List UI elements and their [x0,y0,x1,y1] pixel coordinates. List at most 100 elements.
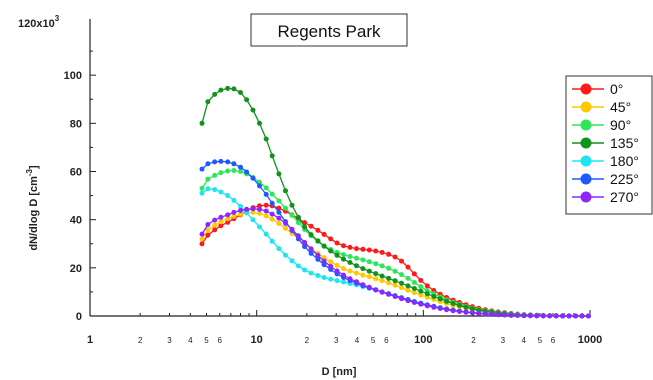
data-point [218,158,224,164]
data-point [212,222,218,228]
x-minor-tick-label: 6 [217,336,222,345]
data-point [231,161,237,167]
data-point [354,270,359,276]
legend-item: 45° [572,99,631,115]
data-point [341,266,346,272]
data-point [489,311,495,317]
data-point [373,271,379,277]
data-point [205,99,211,105]
title-box: Regents Park [250,13,408,47]
data-point [347,260,353,265]
data-point [295,263,301,269]
data-point [269,211,275,217]
data-point [212,172,218,178]
data-point [205,232,211,238]
data-point [250,206,256,212]
y-axis-label-close: ] [28,165,40,169]
data-point [212,227,218,233]
data-point [250,175,256,181]
data-point [469,310,475,316]
legend-marker [580,173,592,185]
data-point [212,217,218,223]
data-point [354,246,359,252]
data-point [302,244,308,250]
series-line [201,204,589,317]
data-point [276,221,282,226]
data-point [225,216,231,222]
data-point [366,268,372,274]
data-point [515,312,520,318]
data-point [199,190,205,196]
data-point [585,313,591,319]
data-point [295,220,301,226]
x-tick-label: 10 [251,334,263,346]
data-point [225,193,231,199]
data-point [321,258,327,264]
data-point [315,238,321,244]
y-tick-label: 40 [70,215,82,227]
x-minor-tick-label: 2 [305,336,310,345]
data-point [263,231,269,237]
data-point [289,226,295,232]
data-point [418,301,424,307]
data-point [283,225,288,231]
data-point [199,120,205,126]
data-point [405,264,411,270]
data-point [366,247,372,253]
data-point [321,231,327,237]
data-point [328,248,334,254]
data-point [269,216,275,222]
data-point [328,236,334,242]
data-point [263,208,269,214]
data-point [276,215,282,221]
data-point [263,191,269,197]
data-point [283,220,288,226]
data-point [321,243,327,249]
data-point [269,153,275,159]
data-point [263,185,269,191]
series-layer [199,85,591,319]
legend-item: 0° [572,81,623,97]
data-point [302,224,308,230]
data-point [302,267,308,273]
data-point [424,291,430,297]
data-point [411,286,417,291]
data-point [360,282,366,288]
data-point [341,272,346,278]
data-point [205,227,211,233]
data-point [205,186,211,192]
data-point [476,311,482,316]
x-minor-tick-label: 3 [334,336,339,345]
data-point [366,259,372,265]
data-point [308,270,314,276]
legend-label: 90° [610,117,631,133]
data-point [218,219,224,225]
data-point [263,213,269,219]
data-point [392,268,398,274]
data-point [373,248,379,254]
data-point [424,303,430,309]
data-point [308,232,314,238]
data-point [218,223,224,229]
data-point [457,309,462,314]
data-point [360,272,366,278]
data-point [450,308,456,314]
data-point [250,217,256,223]
data-point [225,168,231,174]
data-point [257,120,262,126]
data-point [218,214,224,220]
legend-item: 90° [572,117,631,133]
data-point [411,280,417,285]
data-point [231,197,237,203]
chart-title: Regents Park [278,22,381,41]
data-point [205,161,211,167]
data-point [386,251,392,257]
data-point [379,273,385,279]
data-point [573,313,578,319]
data-point [276,205,282,211]
data-point [366,284,372,290]
data-point [399,296,404,302]
data-point [418,284,424,290]
x-minor-tick-label: 4 [355,336,360,345]
